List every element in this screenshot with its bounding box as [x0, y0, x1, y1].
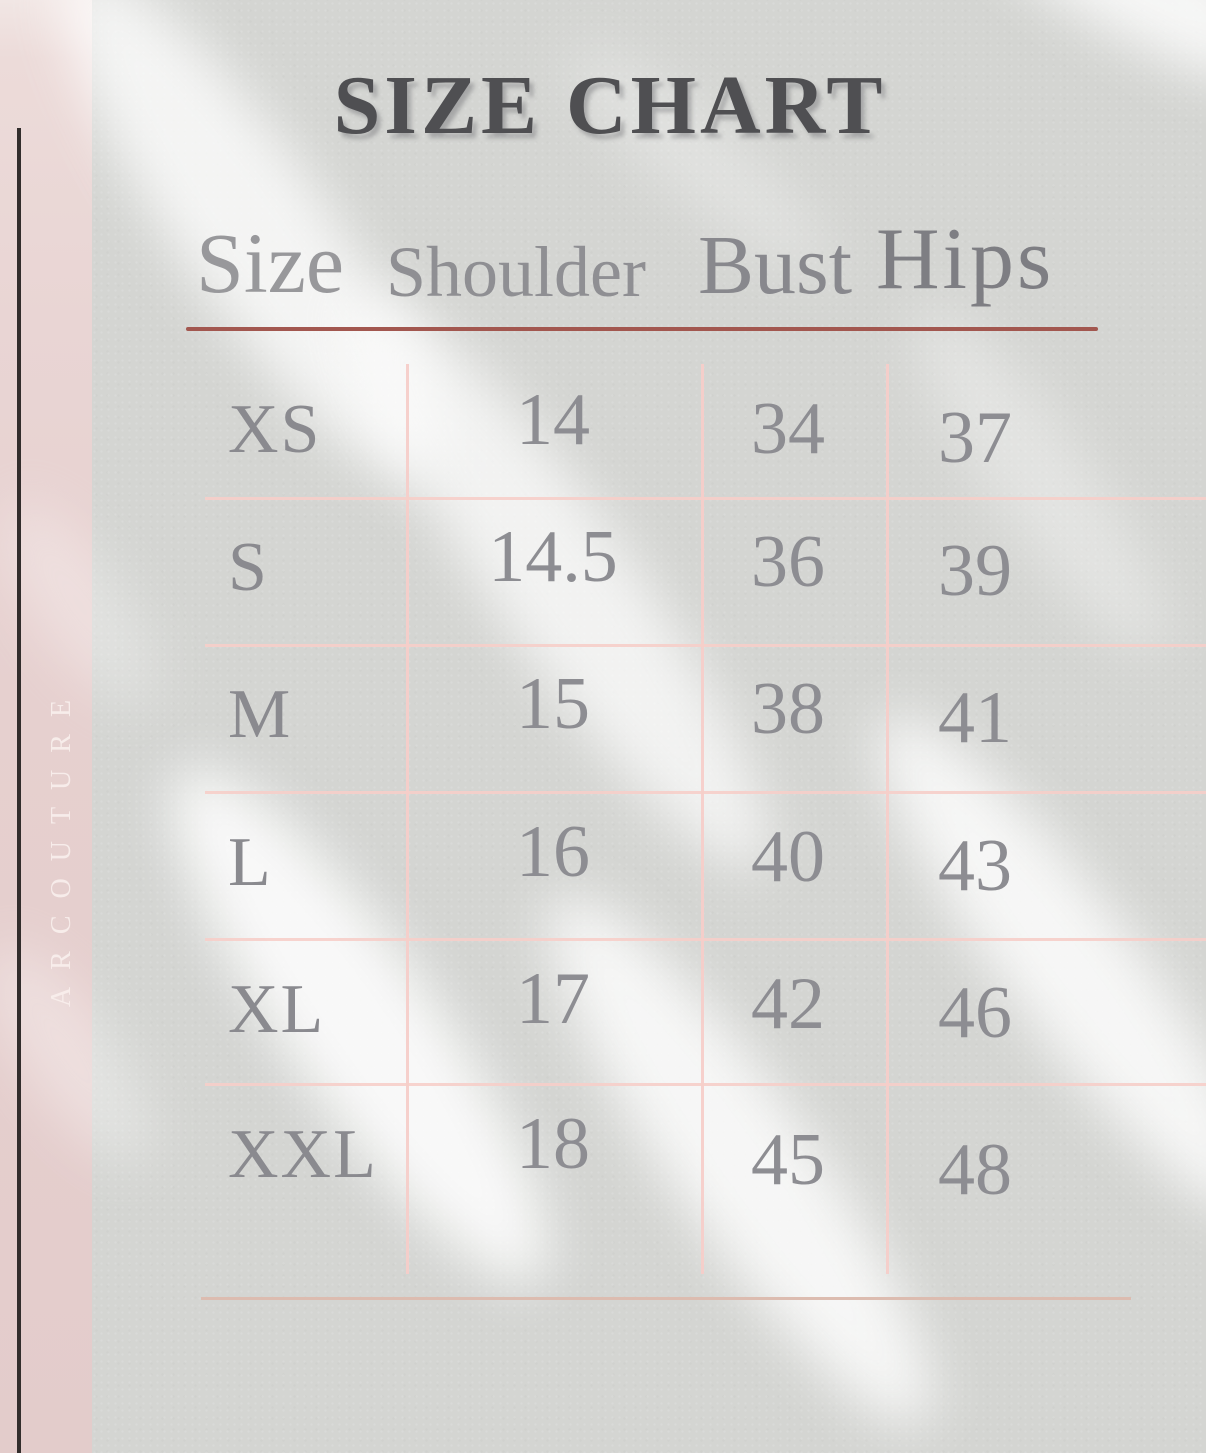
bust-value: 36 [751, 521, 825, 603]
size-label: XS [228, 391, 322, 468]
hips-value: 46 [938, 972, 1012, 1054]
shoulder-value: 14 [516, 379, 590, 461]
shoulder-value: 16 [516, 811, 590, 893]
size-label: M [228, 676, 293, 753]
size-label: L [228, 824, 273, 901]
table-row: XXL 18 45 48 [0, 1085, 1206, 1300]
hips-value: 43 [938, 825, 1012, 907]
sidebar-vertical-rule [17, 128, 21, 1453]
column-header-bust: Bust [698, 219, 853, 312]
bust-value: 45 [751, 1119, 825, 1201]
bust-value: 34 [751, 388, 825, 470]
shoulder-value: 18 [516, 1103, 590, 1185]
shoulder-value: 17 [516, 958, 590, 1040]
bust-value: 40 [751, 816, 825, 898]
hips-value: 39 [938, 530, 1012, 612]
column-header-shoulder: Shoulder [386, 232, 646, 312]
header-underline [186, 327, 1098, 331]
table-row: XS 14 34 37 [0, 365, 1206, 498]
table-row: S 14.5 36 39 [0, 498, 1206, 645]
shoulder-value: 14.5 [488, 516, 618, 598]
table-row: M 15 38 41 [0, 645, 1206, 793]
size-label: S [228, 529, 269, 606]
brand-name: ARCOUTURE [46, 682, 77, 1008]
size-label: XL [228, 971, 326, 1048]
bust-value: 42 [751, 963, 825, 1045]
hips-value: 41 [938, 677, 1012, 759]
bust-value: 38 [751, 668, 825, 750]
shoulder-value: 15 [516, 663, 590, 745]
table-row: L 16 40 43 [0, 793, 1206, 940]
table-row: XL 17 42 46 [0, 940, 1206, 1085]
hips-value: 37 [938, 397, 1012, 479]
hips-value: 48 [938, 1129, 1012, 1211]
size-label: XXL [228, 1116, 378, 1193]
page-title: SIZE CHART [333, 59, 887, 152]
column-header-size: Size [196, 215, 345, 311]
column-header-hips: Hips [876, 211, 1055, 308]
